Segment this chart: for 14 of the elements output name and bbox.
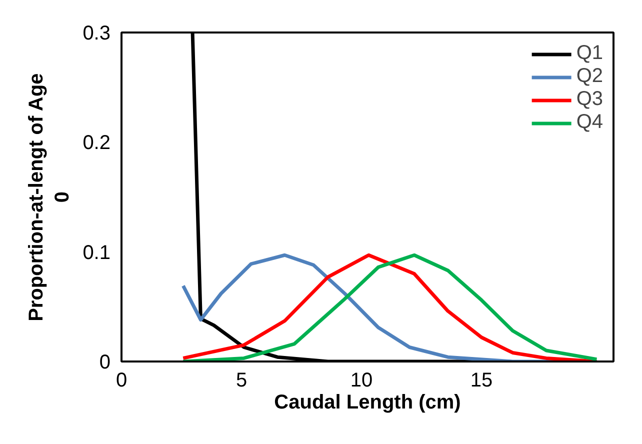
x-tick-label: 10 xyxy=(350,370,373,392)
y-tick-label: 0.3 xyxy=(82,22,111,44)
legend-label: Q3 xyxy=(576,88,603,111)
y-tick-label: 0.2 xyxy=(82,132,111,154)
legend-label: Q4 xyxy=(576,111,603,134)
y-tick-label: 0.1 xyxy=(82,242,111,264)
x-tick-label: 0 xyxy=(116,370,128,392)
y-axis-title: Proportion-at-lengt of Age 0 xyxy=(25,73,74,322)
x-tick-label: 5 xyxy=(236,370,248,392)
legend-label: Q2 xyxy=(576,65,603,88)
x-tick-label: 15 xyxy=(470,370,493,392)
legend-label: Q1 xyxy=(576,42,603,65)
y-tick-label: 0 xyxy=(99,352,110,374)
x-axis-title: Caudal Length (cm) xyxy=(274,392,461,414)
